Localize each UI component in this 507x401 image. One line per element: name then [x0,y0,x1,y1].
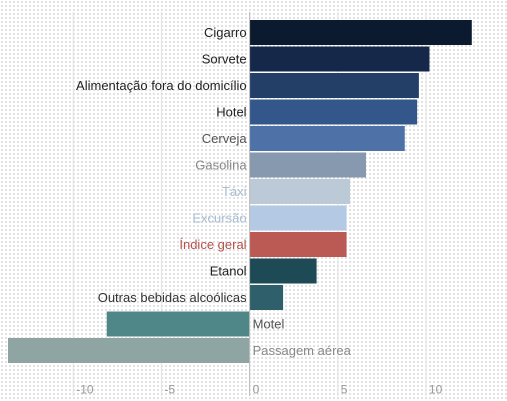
category-label-7: Excursão [192,210,246,225]
x-tick-labels: -10 -5 0 5 10 [76,383,442,397]
x-tick-label-0: -10 [76,383,94,397]
x-tick-label-2: 0 [253,383,260,397]
category-label-11: Motel [253,316,285,331]
category-label-4: Cerveja [202,131,248,146]
x-tick-label-1: -5 [164,383,175,397]
category-labels: Cigarro Sorvete Alimentação fora do domicí… [76,25,352,358]
x-tick-label-3: 5 [341,383,348,397]
bar-4 [249,126,405,151]
category-label-0: Cigarro [204,25,247,40]
category-label-12: Passagem aérea [253,343,352,358]
category-label-8: Índice geral [179,237,246,252]
bar-3 [249,99,418,125]
bar-9 [249,258,317,284]
bars-group [8,20,472,363]
category-label-1: Sorvete [202,51,247,66]
category-label-3: Hotel [216,104,246,119]
category-label-2: Alimentação fora do domicílio [76,78,247,93]
bar-5 [249,152,366,178]
category-label-6: Táxi [222,184,247,199]
category-label-10: Outras bebidas alcoólicas [98,290,247,305]
category-label-9: Etanol [210,263,247,278]
bar-7 [249,205,347,231]
bar-6 [249,179,351,204]
category-label-5: Gasolina [195,157,247,172]
x-tick-label-4: 10 [429,383,443,397]
bar-8 [249,232,347,257]
bar-0 [249,20,472,45]
bar-11 [106,311,250,337]
bar-10 [249,285,284,310]
bar-12 [8,338,250,363]
bar-1 [249,46,430,72]
bar-2 [249,73,419,98]
